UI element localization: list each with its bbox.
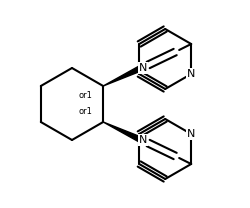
- Polygon shape: [103, 122, 142, 142]
- Text: or1: or1: [78, 92, 92, 100]
- Text: or1: or1: [78, 108, 92, 116]
- Text: N: N: [187, 69, 195, 79]
- Text: N: N: [187, 129, 195, 139]
- Polygon shape: [103, 66, 142, 86]
- Text: N: N: [139, 135, 147, 145]
- Text: N: N: [139, 63, 147, 73]
